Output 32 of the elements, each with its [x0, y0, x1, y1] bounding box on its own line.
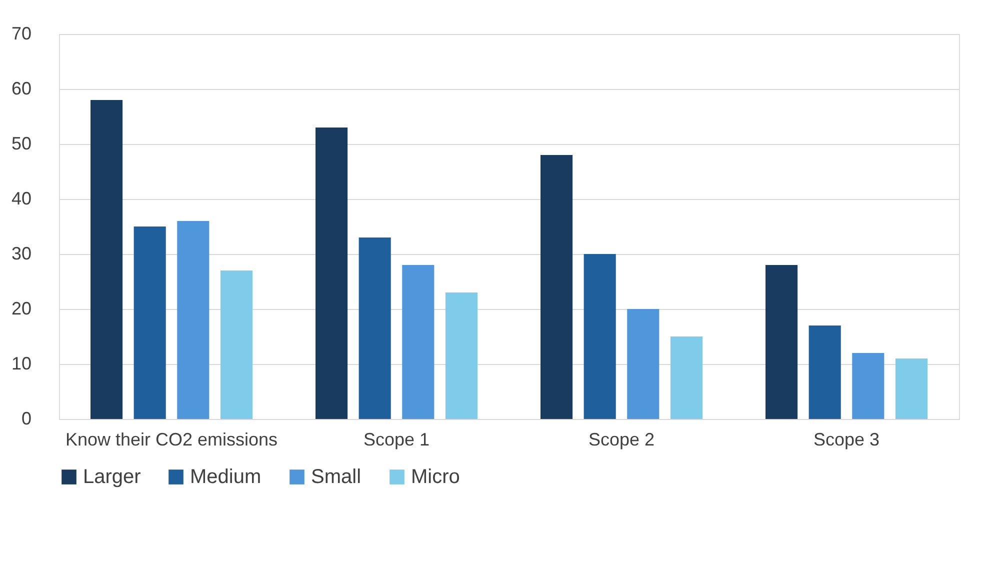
legend-label: Micro	[411, 466, 460, 488]
bar	[584, 254, 616, 419]
bar	[134, 226, 166, 419]
bar	[402, 265, 434, 419]
x-tick-label: Scope 1	[363, 430, 430, 450]
y-tick-label: 70	[11, 24, 32, 44]
bar	[895, 358, 928, 419]
bar	[220, 270, 252, 419]
y-tick-label: 20	[11, 298, 32, 318]
legend-label: Larger	[83, 466, 142, 488]
bar	[852, 353, 884, 419]
bar	[177, 221, 210, 419]
bar	[445, 292, 478, 419]
legend-label: Small	[311, 466, 362, 488]
x-tick-label: Know their CO2 emissions	[65, 430, 278, 450]
y-tick-label: 10	[11, 354, 32, 374]
y-tick-label: 30	[11, 244, 32, 264]
legend-label: Medium	[190, 466, 262, 488]
bar	[316, 128, 348, 419]
y-tick-label: 60	[11, 78, 32, 98]
y-tick-label: 50	[11, 134, 32, 154]
bar	[358, 238, 391, 419]
bar	[627, 309, 660, 419]
y-tick-label: 0	[21, 408, 32, 428]
bar	[540, 155, 573, 419]
bar	[90, 100, 123, 419]
bar	[670, 336, 702, 419]
bar	[808, 326, 841, 419]
y-tick-label: 40	[11, 188, 32, 208]
x-tick-label: Scope 3	[813, 430, 880, 450]
x-tick-label: Scope 2	[588, 430, 655, 450]
bar	[766, 265, 798, 419]
